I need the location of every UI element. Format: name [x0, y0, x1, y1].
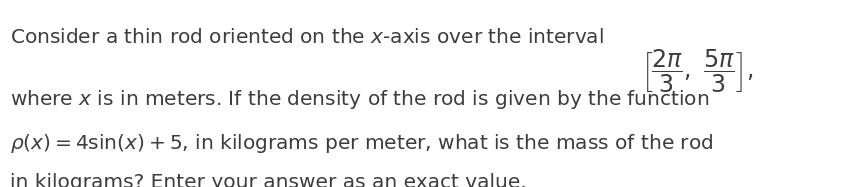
Text: in kilograms? Enter your answer as an exact value.: in kilograms? Enter your answer as an ex… — [10, 173, 527, 187]
Text: $\left[\dfrac{2\pi}{3},\ \dfrac{5\pi}{3}\right],$: $\left[\dfrac{2\pi}{3},\ \dfrac{5\pi}{3}… — [641, 47, 754, 95]
Text: where $x$ is in meters. If the density of the rod is given by the function: where $x$ is in meters. If the density o… — [10, 88, 710, 111]
Text: $\rho(x) = 4\sin(x) + 5$, in kilograms per meter, what is the mass of the rod: $\rho(x) = 4\sin(x) + 5$, in kilograms p… — [10, 132, 713, 154]
Text: Consider a thin rod oriented on the $x$-axis over the interval: Consider a thin rod oriented on the $x$-… — [10, 28, 604, 47]
